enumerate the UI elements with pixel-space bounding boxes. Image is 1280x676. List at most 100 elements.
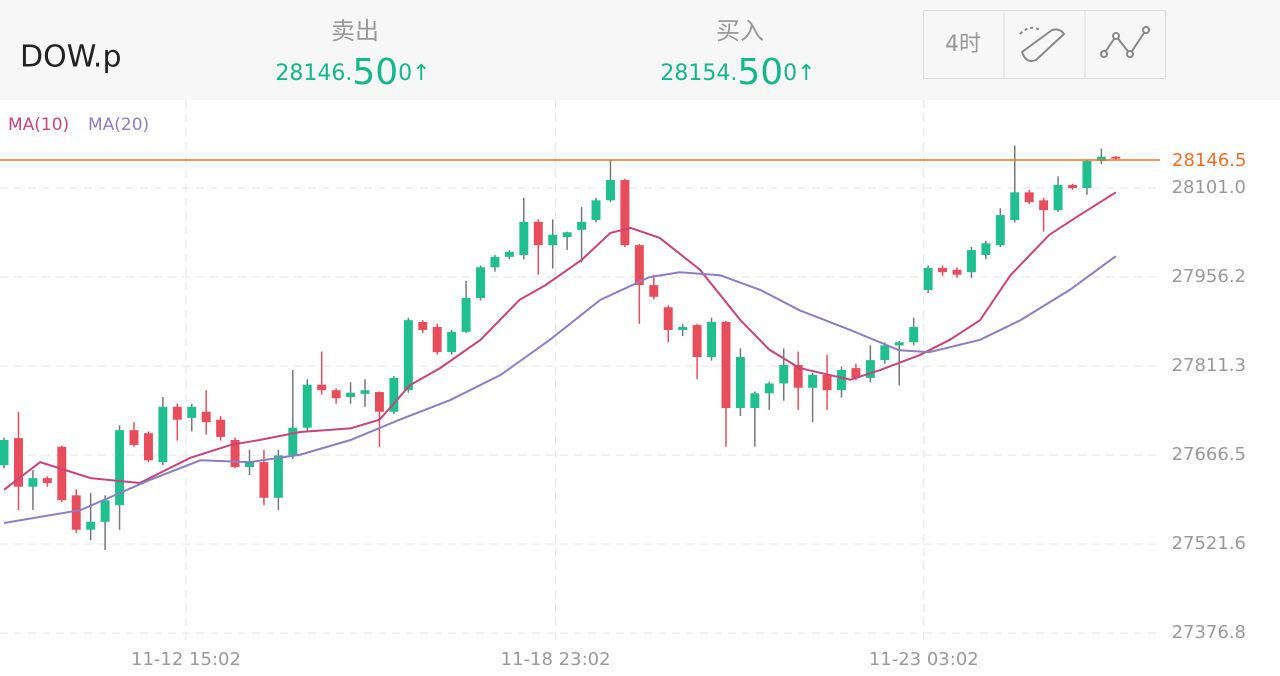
candle-body	[692, 325, 702, 358]
candle-body	[1068, 184, 1077, 189]
candle-body	[476, 267, 485, 299]
candle-body	[1111, 156, 1121, 159]
ask-big: 50	[737, 52, 783, 93]
candle-body	[302, 384, 312, 428]
candle-body	[71, 495, 81, 530]
price-line-label: 28146.5	[1172, 150, 1246, 171]
bid-arrow: ↑	[412, 61, 430, 86]
pen-trail[interactable]	[1019, 26, 1041, 35]
bid-label: 卖出	[331, 17, 379, 45]
candle-body	[620, 180, 630, 246]
y-tick-label: 27811.3	[1172, 355, 1246, 376]
symbol: DOW.p	[20, 40, 122, 75]
candle-body	[721, 321, 731, 409]
draw-tool-icon[interactable]	[1019, 26, 1066, 62]
node[interactable]	[1112, 32, 1120, 40]
indicator-icon[interactable]	[1100, 26, 1150, 58]
y-tick-label: 27666.5	[1172, 444, 1246, 465]
candle-body	[966, 250, 976, 273]
x-tick-label: 11-12 15:02	[131, 649, 241, 670]
candle-body	[779, 365, 789, 384]
timeframe[interactable]: 4时	[945, 32, 981, 57]
ask-price: 28154.500↑	[660, 52, 815, 93]
candle-body	[360, 390, 370, 394]
ma-line	[3, 255, 1117, 524]
y-tick-label: 27956.2	[1172, 266, 1246, 287]
candle-body	[403, 320, 413, 391]
x-tick-label: 11-18 23:02	[501, 649, 611, 670]
candle-body	[880, 345, 890, 361]
node[interactable]	[1126, 50, 1134, 58]
candle-body	[418, 321, 428, 330]
candle-body	[851, 368, 861, 378]
candle-body	[230, 440, 240, 468]
candle-body	[808, 374, 818, 388]
candle-body	[591, 200, 601, 220]
y-tick-label: 28101.0	[1172, 177, 1246, 198]
legend-entry: MA(10)	[8, 115, 69, 135]
ask-arrow: ↑	[797, 61, 815, 86]
candle-body	[519, 221, 529, 256]
candle-body	[504, 251, 514, 257]
candle-body	[158, 406, 168, 463]
candle-body	[533, 221, 543, 246]
candle-body	[634, 245, 644, 286]
candle-body	[57, 446, 67, 501]
header-bg	[0, 0, 1280, 100]
ma-line	[3, 191, 1117, 491]
toolbar	[923, 10, 1166, 79]
candle-body	[432, 326, 442, 353]
candle-body	[649, 285, 659, 297]
candle-body	[1082, 160, 1092, 189]
candle-body	[115, 430, 125, 506]
candle-body	[548, 234, 558, 246]
candle-body	[42, 478, 52, 484]
candle-body	[995, 215, 1005, 246]
x-tick-label: 11-23 03:02	[869, 649, 979, 670]
candle-body	[461, 298, 471, 332]
legend-entry: MA(20)	[88, 115, 149, 135]
candle-body	[201, 411, 211, 423]
candle-body	[389, 377, 399, 412]
candle-body	[288, 427, 298, 456]
node[interactable]	[1142, 26, 1150, 34]
candle-body	[678, 326, 688, 330]
candle-body	[245, 462, 254, 468]
candle-body	[86, 521, 96, 530]
candle-body	[1024, 192, 1034, 203]
candle-body	[374, 392, 384, 412]
candle-body	[346, 392, 356, 397]
candle-body	[663, 307, 673, 330]
bid-tail: 0	[398, 61, 412, 86]
candle-body	[909, 326, 919, 343]
candle-body	[317, 384, 327, 391]
candle-body	[1010, 192, 1020, 220]
candle-body	[259, 462, 269, 498]
ask-head: 28154.	[660, 61, 737, 86]
pen-icon[interactable]	[1020, 28, 1066, 62]
candle-body	[143, 433, 153, 461]
candle-body	[562, 232, 572, 238]
bid-big: 50	[352, 52, 398, 93]
node[interactable]	[1100, 50, 1108, 58]
candle-body	[28, 478, 38, 487]
candle-body	[0, 440, 9, 466]
bid-price: 28146.500↑	[275, 52, 430, 93]
bid-head: 28146.	[275, 61, 352, 86]
candle-body	[1096, 156, 1106, 161]
candle-body	[1039, 200, 1049, 211]
candle-body	[865, 360, 875, 378]
candle-body	[952, 269, 962, 275]
candle-body	[577, 221, 587, 230]
candle-body	[1053, 184, 1063, 211]
candle-body	[822, 374, 832, 391]
toolbar-frame	[923, 10, 1166, 79]
line-icon[interactable]	[1103, 29, 1147, 56]
candle-body	[490, 256, 500, 268]
candle-body	[447, 331, 457, 353]
candle-body	[273, 455, 283, 498]
candle-body	[100, 500, 110, 522]
candle-body	[923, 267, 933, 291]
candle-body	[894, 342, 904, 346]
